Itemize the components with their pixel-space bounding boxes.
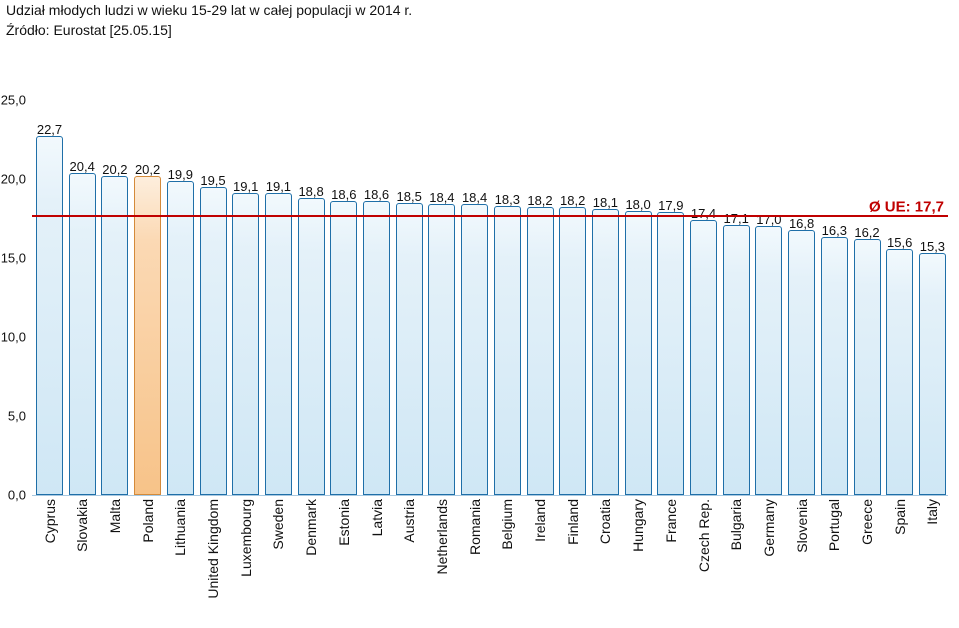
bar-italy: 15,3: [919, 253, 946, 495]
category-label: Denmark: [303, 495, 319, 556]
category-label: Finland: [565, 495, 581, 545]
bar-value-label: 17,1: [724, 211, 749, 226]
y-tick-label: 5,0: [8, 409, 26, 424]
bar-czech-rep-: 17,4: [690, 220, 717, 495]
category-label: Italy: [924, 495, 940, 525]
bar-value-label: 18,1: [593, 195, 618, 210]
bar-greece: 16,2: [854, 239, 881, 495]
bar-value-label: 18,2: [527, 193, 552, 208]
bar-value-label: 19,1: [233, 179, 258, 194]
category-label: Slovakia: [74, 495, 90, 552]
category-label: Poland: [140, 495, 156, 543]
category-label: Spain: [892, 495, 908, 535]
bar-value-label: 19,1: [266, 179, 291, 194]
category-label: Croatia: [597, 495, 613, 544]
category-label: Austria: [401, 495, 417, 543]
category-label: Greece: [859, 495, 875, 545]
chart-title: Udział młodych ludzi w wieku 15-29 lat w…: [6, 2, 412, 18]
bar-lithuania: 19,9: [167, 181, 194, 495]
y-tick-label: 10,0: [1, 330, 26, 345]
bar-slovakia: 20,4: [69, 173, 96, 495]
bar-value-label: 17,4: [691, 206, 716, 221]
bar-value-label: 18,4: [462, 190, 487, 205]
bar-finland: 18,2: [559, 207, 586, 495]
bar-value-label: 22,7: [37, 122, 62, 137]
category-label: Germany: [761, 495, 777, 557]
bar-value-label: 16,8: [789, 216, 814, 231]
category-label: Portugal: [826, 495, 842, 551]
bar-estonia: 18,6: [330, 201, 357, 495]
category-label: Czech Rep.: [696, 495, 712, 572]
bar-value-label: 20,2: [135, 162, 160, 177]
bar-ireland: 18,2: [527, 207, 554, 495]
bar-romania: 18,4: [461, 204, 488, 495]
category-label: Malta: [107, 495, 123, 533]
bar-value-label: 18,6: [364, 187, 389, 202]
bar-germany: 17,0: [755, 226, 782, 495]
reference-label: Ø UE: 17,7: [869, 199, 944, 216]
category-label: Slovenia: [794, 495, 810, 553]
y-tick-label: 15,0: [1, 251, 26, 266]
bar-belgium: 18,3: [494, 206, 521, 495]
bar-value-label: 15,3: [920, 239, 945, 254]
bar-latvia: 18,6: [363, 201, 390, 495]
category-label: Hungary: [630, 495, 646, 552]
category-label: Romania: [467, 495, 483, 555]
reference-line: Ø UE: 17,7: [32, 215, 948, 217]
bar-value-label: 16,3: [822, 223, 847, 238]
bar-bulgaria: 17,1: [723, 225, 750, 495]
category-label: Bulgaria: [728, 495, 744, 550]
y-tick-label: 0,0: [8, 488, 26, 503]
bar-poland: 20,2: [134, 176, 161, 495]
category-label: United Kingdom: [205, 495, 221, 599]
bar-value-label: 19,5: [200, 173, 225, 188]
y-tick-label: 25,0: [1, 93, 26, 108]
bar-value-label: 19,9: [168, 167, 193, 182]
bar-sweden: 19,1: [265, 193, 292, 495]
bar-value-label: 15,6: [887, 235, 912, 250]
bar-value-label: 18,6: [331, 187, 356, 202]
category-label: Luxembourg: [238, 495, 254, 577]
bar-value-label: 18,5: [397, 189, 422, 204]
category-label: Latvia: [369, 495, 385, 536]
bar-portugal: 16,3: [821, 237, 848, 495]
category-label: Lithuania: [172, 495, 188, 556]
bar-spain: 15,6: [886, 249, 913, 495]
category-label: Ireland: [532, 495, 548, 542]
category-label: France: [663, 495, 679, 543]
category-label: Cyprus: [42, 495, 58, 543]
bar-austria: 18,5: [396, 203, 423, 495]
bar-value-label: 20,4: [70, 159, 95, 174]
category-label: Sweden: [270, 495, 286, 550]
bar-united-kingdom: 19,5: [200, 187, 227, 495]
bar-croatia: 18,1: [592, 209, 619, 495]
category-label: Netherlands: [434, 495, 450, 575]
bar-value-label: 18,3: [495, 192, 520, 207]
bar-value-label: 18,2: [560, 193, 585, 208]
bar-netherlands: 18,4: [428, 204, 455, 495]
chart-subtitle: Źródło: Eurostat [25.05.15]: [6, 22, 172, 38]
bar-luxembourg: 19,1: [232, 193, 259, 495]
y-tick-label: 20,0: [1, 172, 26, 187]
bar-cyprus: 22,7: [36, 136, 63, 495]
bar-value-label: 18,8: [298, 184, 323, 199]
bar-france: 17,9: [657, 212, 684, 495]
bar-value-label: 18,4: [429, 190, 454, 205]
bar-value-label: 16,2: [854, 225, 879, 240]
bar-malta: 20,2: [101, 176, 128, 495]
bar-hungary: 18,0: [625, 211, 652, 495]
category-label: Belgium: [499, 495, 515, 550]
bar-value-label: 18,0: [625, 197, 650, 212]
category-label: Estonia: [336, 495, 352, 546]
plot-area: 25,020,015,010,05,00,0Cyprus22,7Slovakia…: [32, 100, 948, 496]
bar-value-label: 20,2: [102, 162, 127, 177]
bar-denmark: 18,8: [298, 198, 325, 495]
bar-value-label: 17,9: [658, 198, 683, 213]
bar-slovenia: 16,8: [788, 230, 815, 495]
